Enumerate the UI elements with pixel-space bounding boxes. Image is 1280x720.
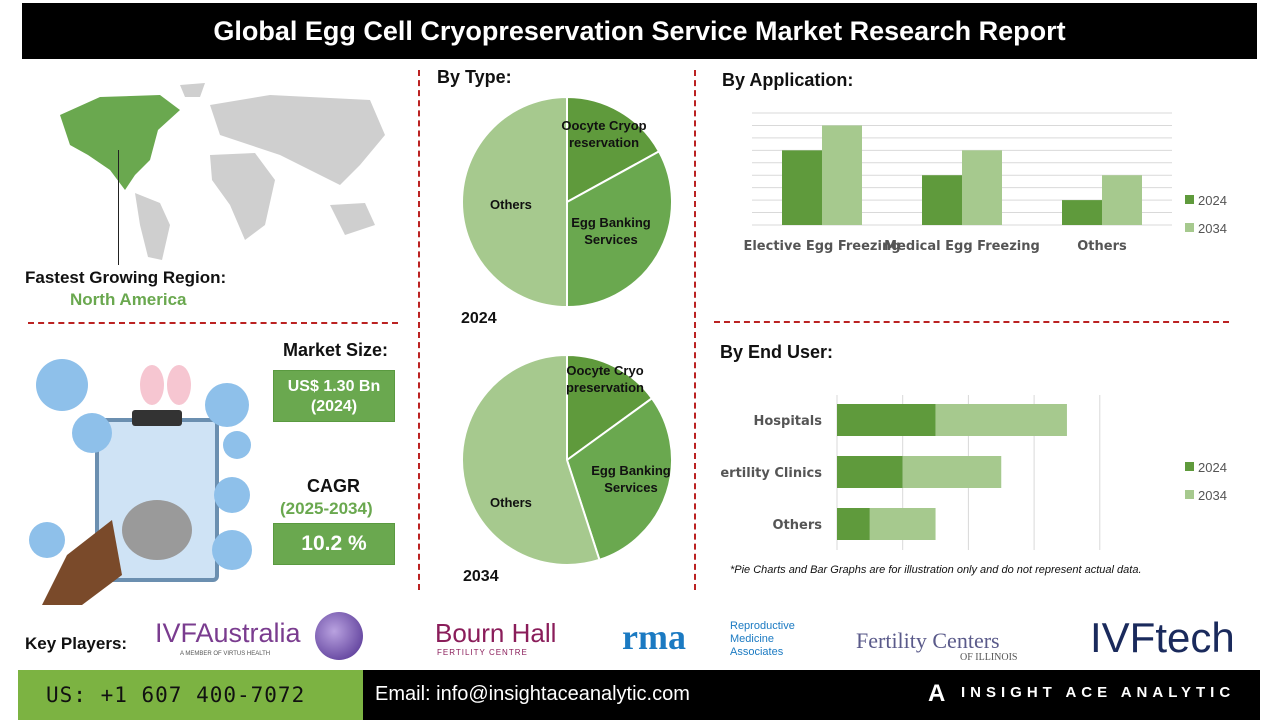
pie2-label-egg-banking: Egg Banking Services [591,463,671,495]
market-size-box: US$ 1.30 Bn (2024) [273,370,395,422]
pie-chart-2024 [461,95,673,309]
bar-2034-1 [902,456,1002,488]
bar-2024-1 [837,456,903,488]
footer-brand: INSIGHT ACE ANALYTIC [961,684,1236,701]
bar-2034-2 [869,508,936,540]
rma-line: Associates [730,646,784,658]
pie2-label-others: Others [490,495,532,510]
bar-2034-0 [822,125,862,225]
divider [714,321,1229,323]
x-tick-label: Others [1077,239,1127,254]
x-tick-label: Elective Egg Freezing [743,239,900,254]
bar-2024-2 [1062,200,1102,225]
logo-rma-text: Reproductive Medicine Associates [730,620,795,659]
divider [28,322,398,324]
bar-2034-0 [935,404,1067,436]
logo-rma: rma [622,617,686,657]
bar-2034-2 [1102,175,1142,225]
logo-ivftech: IVFtech [1090,614,1235,661]
legend-label: 2034 [1198,221,1227,236]
y-tick-label: Others [773,518,823,533]
pie2-label-oocyte: Oocyte Cryopreservation [565,363,645,395]
divider [694,70,696,590]
cagr-label: CAGR [307,476,360,496]
market-size-value: US$ 1.30 Bn [287,378,381,395]
map-pointer-line [118,150,119,265]
logo-fertility-centers: Fertility Centers [856,628,1000,653]
end-user-bar-chart: Hospitals Fertility Clinics Others 2024 2034 [720,395,1227,550]
by-type-heading: By Type: [437,67,512,87]
bar-2034-1 [962,150,1002,225]
pie-slice-1 [565,396,673,562]
world-map [60,83,385,260]
bar-2024-0 [837,404,936,436]
pie-slice-2 [461,95,568,309]
legend-label: 2024 [1198,193,1227,208]
legend-swatch [1185,195,1194,204]
y-tick-label: Fertility Clinics [720,466,822,481]
by-end-user-heading: By End User: [720,342,834,362]
footer-bar: Email: info@insightaceanalytic.com A INS… [363,670,1260,720]
pie-chart-2034 [461,353,673,566]
y-tick-label: Hospitals [754,414,823,429]
cagr-value: 10.2 % [273,523,395,565]
by-application-heading: By Application: [722,70,854,90]
market-size-year: (2024) [310,398,358,415]
pie1-label-egg-banking: Egg Banking Services [571,215,651,247]
pie1-label-oocyte: Oocyte Cryopreservation [561,118,647,150]
rma-line: Medicine [730,633,775,645]
page-title: Global Egg Cell Cryopreservation Service… [22,3,1257,59]
key-players-label: Key Players: [25,634,128,653]
region-label: Fastest Growing Region: [25,268,227,287]
logo-bourn-hall: Bourn Hall [435,618,557,648]
brand-logo-icon: A [928,680,946,707]
rma-line: Reproductive [730,620,795,632]
legend-swatch [1185,462,1194,471]
market-size-label: Market Size: [283,340,389,360]
legend-label: 2034 [1198,488,1227,503]
bar-2024-1 [922,175,962,225]
pie-slice-0 [566,95,661,204]
pie-slice-0 [566,353,654,462]
pie-slice-2 [461,353,601,566]
ivfaustralia-logo-icon [315,612,363,660]
egg-freezing-illustration [29,359,252,605]
pie-2034-year: 2034 [463,568,499,585]
footer-phone: US: +1 607 400-7072 [18,670,363,720]
legend-swatch [1185,490,1194,499]
region-value: North America [70,290,187,309]
bar-2024-2 [837,508,870,540]
logo-bourn-hall-sub: FERTILITY CENTRE [437,648,528,657]
footer-email: Email: info@insightaceanalytic.com [375,683,690,705]
pie1-label-others: Others [490,197,532,212]
divider [418,70,420,590]
disclaimer: *Pie Charts and Bar Graphs are for illus… [730,564,1142,576]
pie-slice-1 [566,150,673,309]
x-tick-label: Medical Egg Freezing [884,239,1040,254]
legend-swatch [1185,223,1194,232]
legend-label: 2024 [1198,460,1227,475]
pie-2024-year: 2024 [461,310,497,327]
logo-fertility-centers-sub: OF ILLINOIS [960,652,1018,663]
logo-ivfaustralia-sub: A MEMBER OF VIRTUS HEALTH [180,651,271,657]
cagr-period: (2025-2034) [280,499,373,518]
logo-ivfaustralia: IVFAustralia [155,618,301,648]
bar-2024-0 [782,150,822,225]
